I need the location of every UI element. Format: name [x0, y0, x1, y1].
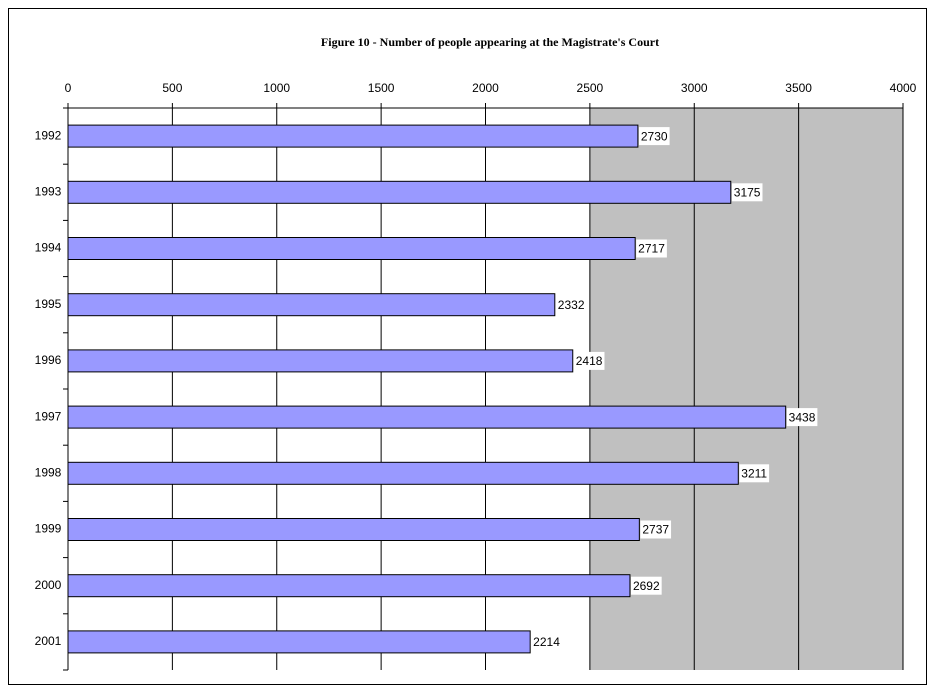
y-tick-label: 1992: [35, 128, 62, 142]
bar: [67, 574, 631, 598]
x-tick-label: 500: [162, 81, 182, 95]
y-tick-label: 2000: [35, 578, 62, 592]
value-label: 3211: [741, 466, 767, 480]
x-tick-label: 2500: [577, 81, 604, 95]
bar: [67, 237, 636, 260]
bar: [67, 180, 732, 204]
value-label-box: [573, 351, 605, 370]
value-label: 2214: [533, 635, 560, 649]
y-tick-label: 1995: [35, 297, 62, 311]
x-tick-label: 3500: [785, 81, 812, 95]
bar: [67, 124, 639, 148]
bar: [67, 461, 739, 485]
bar: [67, 349, 574, 373]
y-tick-label: 1999: [35, 522, 62, 536]
value-label-box: [640, 520, 672, 539]
value-label: 2717: [638, 242, 665, 256]
y-tick-label: 1997: [35, 409, 62, 423]
value-label: 2737: [642, 523, 669, 537]
value-label-box: [786, 408, 818, 427]
x-tick-label: 2000: [472, 81, 499, 95]
x-tick-label: 4000: [890, 81, 917, 95]
x-tick-label: 1500: [368, 81, 395, 95]
y-tick-label: 1994: [35, 241, 62, 255]
y-tick-label: 1996: [35, 353, 62, 367]
value-label: 3438: [789, 410, 816, 424]
chart-title: Figure 10 - Number of people appearing a…: [321, 35, 659, 49]
value-label: 2418: [576, 354, 603, 368]
value-label-box: [630, 576, 662, 595]
value-label: 3175: [734, 185, 761, 199]
bar: [67, 293, 556, 317]
value-label-box: [531, 632, 562, 651]
value-label-box: [555, 295, 587, 314]
value-label-box: [731, 183, 763, 202]
x-tick-label: 3000: [681, 81, 708, 95]
value-label-box: [638, 127, 670, 146]
value-label: 2332: [558, 298, 585, 312]
value-label: 2692: [633, 579, 660, 593]
y-tick-label: 2001: [35, 634, 62, 648]
bar: [67, 518, 640, 541]
y-tick-label: 1993: [35, 184, 62, 198]
value-label-box: [636, 239, 667, 258]
value-label-box: [739, 464, 770, 483]
bar: [67, 630, 531, 654]
x-tick-label: 1000: [263, 81, 290, 95]
y-tick-label: 1998: [35, 465, 62, 479]
value-label: 2730: [641, 129, 668, 143]
bar: [67, 405, 787, 429]
x-tick-label: 0: [65, 81, 72, 95]
